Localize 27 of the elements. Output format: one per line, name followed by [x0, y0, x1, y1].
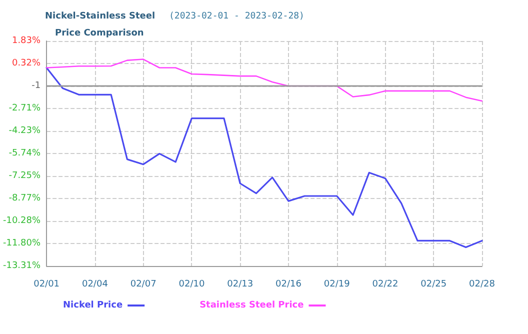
x-tick-label: 02/01: [34, 280, 60, 290]
x-tick-label: 02/19: [324, 280, 350, 290]
x-tick-label: 02/25: [420, 280, 447, 290]
legend-label: Stainless Steel Price: [200, 300, 304, 310]
y-tick-label: -8.77%: [8, 194, 42, 204]
x-tick-label: 02/07: [130, 280, 156, 290]
x-tick-label: 02/04: [82, 280, 108, 290]
y-tick-label: -1: [32, 80, 41, 91]
y-tick-label: -10.28%: [2, 216, 41, 226]
x-tick-label: 02/13: [227, 280, 254, 290]
y-tick-label: 0.32%: [12, 58, 42, 68]
y-tick-label: -5.74%: [8, 148, 42, 158]
chart-title: Nickel-Stainless Steel: [45, 12, 156, 22]
y-tick-label: -13.31%: [2, 261, 41, 271]
y-tick-label: -2.71%: [8, 103, 42, 114]
x-tick-label: 02/28: [469, 280, 496, 290]
y-tick-label: 1.83%: [12, 36, 42, 46]
y-axis-title: Price Comparison: [55, 28, 144, 38]
line-series: [46, 66, 483, 248]
x-tick-label: 02/16: [276, 280, 302, 290]
y-tick-label: -4.23%: [8, 126, 42, 136]
y-tick-label: -7.25%: [8, 170, 42, 181]
x-tick-label: 02/22: [372, 280, 398, 290]
y-tick-label: -11.80%: [2, 238, 41, 249]
chart-subtitle: (2023-02-01 - 2023-02-28): [169, 12, 304, 22]
legend-label: Nickel Price: [63, 300, 123, 310]
x-tick-label: 02/10: [178, 280, 205, 290]
